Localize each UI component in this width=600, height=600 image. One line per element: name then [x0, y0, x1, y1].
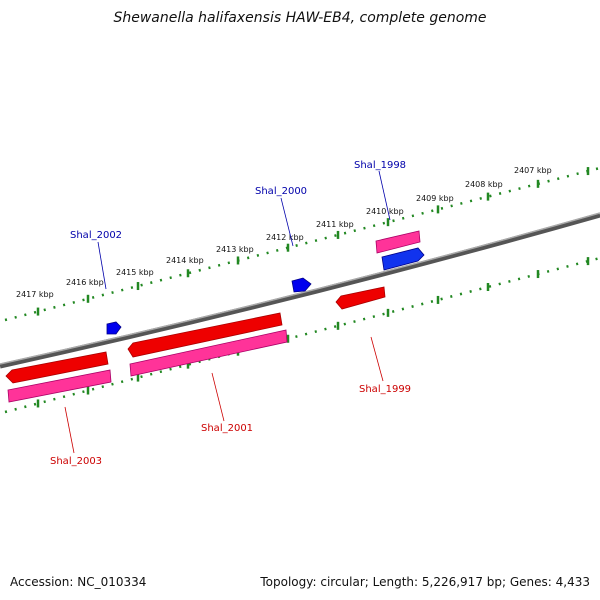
scale-labels: 2417 kbp 2416 kbp 2415 kbp 2414 kbp 2413… [16, 166, 552, 299]
reverse-gene-shal-2001-cds[interactable] [127, 312, 283, 358]
gene-label-forward[interactable]: Shal_2000 [255, 186, 307, 197]
reverse-gene-shal-2003-cds[interactable] [5, 351, 109, 384]
scale-label: 2414 kbp [166, 256, 204, 265]
major-ticks [36, 167, 590, 408]
map-title: Shewanella halifaxensis HAW-EB4, complet… [113, 10, 487, 26]
gene-label-forward[interactable]: Shal_2002 [70, 230, 122, 241]
gene-label-reverse[interactable]: Shal_2003 [50, 456, 102, 467]
reverse-gene-shal-2001[interactable] [129, 329, 288, 377]
callout-line [97, 241, 107, 290]
scale-label: 2413 kbp [216, 245, 254, 254]
reverse-gene-shal-1999[interactable] [335, 286, 386, 310]
scale-label: 2415 kbp [116, 268, 154, 277]
upper-scale-ruler [4, 166, 600, 322]
forward-gene-shal-1998[interactable] [375, 230, 421, 254]
gene-label-forward[interactable]: Shal_1998 [354, 160, 406, 171]
accession-text: Accession: NC_010334 [10, 575, 147, 589]
callout-line [378, 170, 391, 221]
genome-backbone [0, 212, 600, 369]
gene-label-reverse[interactable]: Shal_2001 [201, 423, 253, 434]
scale-label: 2417 kbp [16, 290, 54, 299]
callout-line [64, 406, 75, 454]
forward-gene-shal-1998-cds[interactable] [381, 247, 425, 271]
gene-label-reverse[interactable]: Shal_1999 [359, 384, 411, 395]
callout-line [211, 372, 225, 422]
scale-label: 2408 kbp [465, 180, 503, 189]
reverse-gene-shal-2003[interactable] [7, 369, 112, 403]
callout-line [280, 197, 294, 247]
callout-line [370, 336, 384, 382]
forward-gene-shal-2000[interactable] [291, 277, 312, 293]
genome-summary-text: Topology: circular; Length: 5,226,917 bp… [260, 575, 590, 589]
scale-label: 2416 kbp [66, 278, 104, 287]
scale-label: 2412 kbp [266, 233, 304, 242]
scale-label: 2407 kbp [514, 166, 552, 175]
scale-label: 2411 kbp [316, 220, 354, 229]
scale-label: 2410 kbp [366, 207, 404, 216]
genome-backbone-highlight [0, 212, 600, 365]
scale-label: 2409 kbp [416, 194, 454, 203]
forward-gene-shal-2002[interactable] [106, 321, 122, 335]
